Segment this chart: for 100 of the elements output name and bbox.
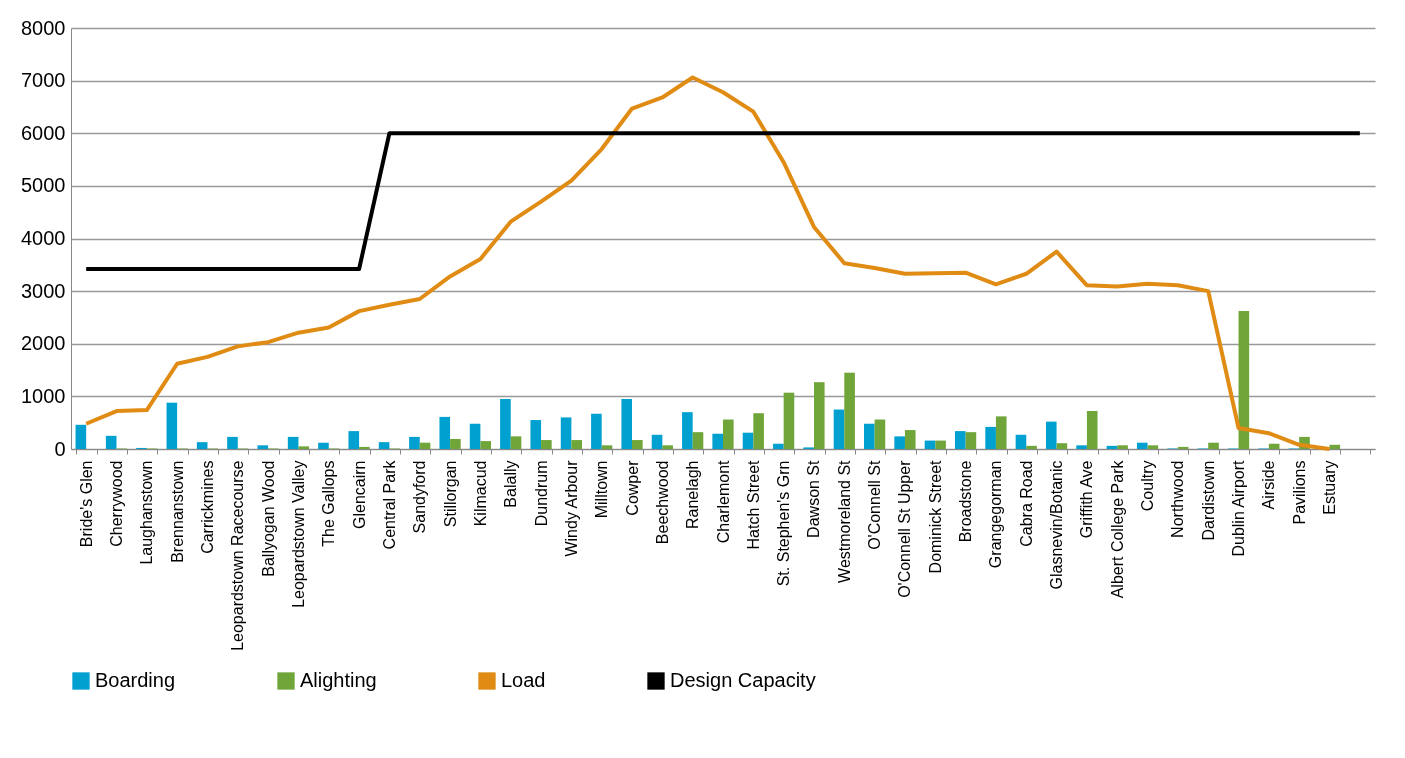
x-tick-label: Hatch Street: [744, 459, 762, 550]
x-tick-label: Windy Arbour: [562, 459, 580, 557]
x-tick-label: Charlemont: [714, 459, 732, 544]
legend-label: Load: [501, 669, 546, 691]
bar: [1177, 446, 1189, 449]
y-tick-label: 8000: [21, 16, 66, 39]
bar: [439, 416, 451, 449]
x-tick-label: Cowper: [623, 459, 641, 516]
x-tick-label: Dardistown: [1199, 460, 1217, 541]
y-tick-label: 3000: [21, 279, 66, 302]
bar: [935, 440, 946, 449]
x-tick-label: Stillorgan: [441, 460, 459, 528]
bar: [813, 382, 825, 449]
x-tick-label: Balally: [502, 460, 520, 508]
line-series: [84, 75, 1332, 451]
x-tick-label: Cherrywood: [107, 460, 125, 547]
x-tick-label: Sandyford: [411, 460, 429, 534]
y-tick-label: 1000: [21, 384, 66, 407]
x-tick-label: Griffith Ave: [1078, 460, 1096, 539]
bar: [359, 446, 370, 449]
bar: [378, 442, 390, 449]
bar: [530, 420, 542, 449]
bar: [196, 442, 208, 449]
x-tick-label: Brennanstown: [168, 460, 186, 563]
x-tick-label: Albert College Park: [1108, 459, 1126, 599]
bar: [1086, 411, 1098, 449]
bar: [682, 412, 693, 449]
x-tick-label: Dawson St: [805, 459, 823, 538]
bar: [632, 440, 643, 449]
bar: [1238, 311, 1250, 449]
bar: [904, 430, 916, 449]
bar: [723, 419, 734, 449]
x-tick-label: Northwood: [1169, 460, 1187, 538]
bar: [924, 440, 936, 449]
bar: [571, 440, 582, 449]
x-tick-label: O'Connell St: [866, 459, 884, 550]
y-tick-label: 6000: [21, 121, 66, 144]
bar: [692, 432, 704, 449]
y-tick-label: 4000: [21, 227, 66, 249]
bar: [773, 443, 784, 449]
x-tick-label: Estuary: [1321, 460, 1339, 515]
bar: [1208, 442, 1219, 449]
bar: [287, 436, 299, 449]
bar: [318, 442, 329, 449]
bar: [541, 440, 552, 449]
x-tick-label: Dublin Airport: [1230, 459, 1248, 557]
x-tick-label: Pavilions: [1290, 460, 1308, 525]
bar: [257, 445, 269, 449]
x-tick-label: Cabra Road: [1017, 460, 1035, 547]
x-tick-label: Dundrum: [532, 460, 550, 527]
bar: [874, 419, 886, 449]
x-tick-label: The Gallops: [320, 460, 338, 547]
bar: [1056, 443, 1068, 449]
bar: [1015, 434, 1027, 449]
y-tick-label: 7000: [21, 69, 66, 92]
x-tick-label: Grangegorman: [987, 460, 1005, 569]
bar: [651, 434, 663, 449]
bar: [75, 424, 87, 449]
x-tick-label: Leopardstown Valley: [289, 460, 307, 608]
bar: [409, 436, 420, 449]
bar: [783, 392, 795, 449]
bar: [621, 399, 633, 449]
bar: [1136, 442, 1148, 449]
bar: [742, 432, 754, 449]
x-tick-label: Carrickmines: [198, 460, 216, 554]
bar: [500, 399, 511, 449]
x-tick-label: Bride's Glen: [77, 460, 95, 548]
bar: [105, 435, 117, 449]
bar: [965, 432, 977, 449]
bar: [166, 402, 178, 449]
bar: [894, 436, 905, 449]
bar: [298, 446, 310, 449]
x-tick-label: Westmoreland St: [835, 459, 853, 583]
x-tick-label: Ranelagh: [684, 460, 702, 529]
bar: [954, 431, 966, 449]
legend-label: Alighting: [300, 669, 377, 691]
x-tick-label: Ballyogan Wood: [259, 460, 277, 577]
x-tick-label: Glencairn: [350, 460, 368, 529]
x-tick-label: Laughanstown: [138, 460, 156, 565]
bar: [601, 445, 613, 449]
bar: [348, 431, 360, 449]
bar: [844, 372, 855, 449]
bar: [1147, 445, 1159, 449]
x-tick-label: Beechwood: [653, 460, 671, 545]
bar: [227, 436, 238, 449]
bar: [985, 426, 996, 449]
legend-label: Design Capacity: [670, 669, 816, 691]
bar: [591, 413, 602, 449]
x-tick-label: Broadstone: [957, 460, 975, 543]
bar: [995, 416, 1007, 449]
bar: [450, 439, 461, 449]
bar: [469, 423, 481, 449]
bar: [864, 423, 875, 449]
x-tick-label: Kilmacud: [471, 460, 489, 527]
bar: [662, 445, 673, 449]
y-tick-label: 2000: [21, 332, 66, 355]
bar: [753, 413, 764, 449]
bar: [1117, 445, 1128, 449]
y-tick-label: 5000: [21, 174, 66, 197]
x-tick-label: Airside: [1260, 460, 1278, 510]
